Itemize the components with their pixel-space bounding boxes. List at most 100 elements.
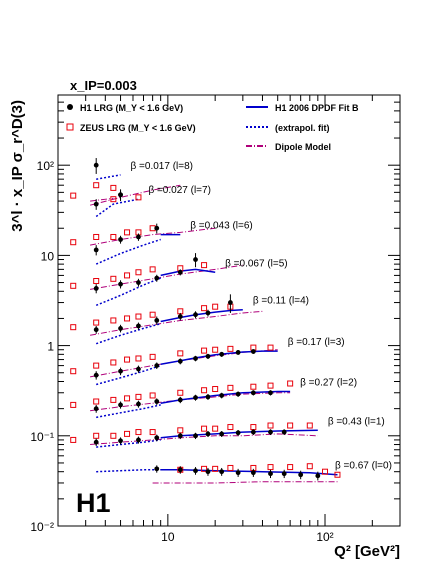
zeus-point (110, 396, 117, 403)
zeus-point (212, 346, 219, 353)
h1-point (154, 399, 160, 404)
legend-label: H1 LRG (M_Y < 1.6 GeV) (80, 103, 183, 113)
h1-point (177, 397, 183, 403)
zeus-point (267, 344, 274, 351)
fit-curve (160, 469, 338, 476)
series-label-0: β =0.67 (l=0) (335, 461, 392, 472)
zeus-point (135, 194, 142, 201)
zeus-point (70, 282, 77, 289)
h1-point (154, 225, 160, 231)
h1-point (205, 431, 211, 437)
h1-point (118, 402, 123, 408)
zeus-point (149, 266, 156, 273)
y-axis-label: 3^l · x_IP σ_r^D(3) (9, 100, 26, 232)
h1-point (205, 310, 211, 316)
legend-group: H1 LRG (M_Y < 1.6 GeV) ZEUS LRG (M_Y < 1.… (66, 103, 359, 152)
plot-frame (57, 94, 401, 527)
h1-point (154, 318, 160, 323)
fit-extrapol-curve (96, 469, 161, 473)
dipole-curve (90, 227, 216, 246)
dipole-curve (90, 349, 278, 378)
h1-point (177, 433, 183, 439)
h1-point (235, 430, 241, 436)
h1-point (118, 368, 123, 374)
dipole-curve (90, 197, 114, 202)
h1-point (136, 280, 141, 285)
h1-point (205, 394, 211, 400)
h1-point (205, 353, 211, 359)
zeus-point (110, 196, 117, 203)
h1-point (193, 395, 198, 401)
h1-point (268, 471, 273, 477)
dipole-curve (89, 184, 181, 206)
zeus-point (149, 353, 156, 360)
zeus-point (124, 356, 131, 363)
h1-point (281, 471, 287, 477)
plot-frame-group (57, 94, 401, 527)
h1-point (235, 391, 241, 397)
dipole-curve (90, 433, 318, 445)
zeus-point (124, 272, 131, 279)
h1-point (93, 372, 99, 378)
zeus-point (93, 362, 100, 369)
zeus-point (93, 278, 100, 285)
series-label-5: β =0.067 (l=5) (225, 258, 287, 269)
h1-point (205, 469, 211, 475)
zeus-point (227, 424, 234, 431)
zeus-point (70, 368, 77, 375)
series-label-1: β =0.43 (l=1) (328, 416, 385, 427)
zeus-point (93, 432, 100, 439)
x-tick-label: 10 (161, 530, 175, 544)
zeus-point (287, 380, 294, 387)
zeus-point (177, 389, 184, 396)
zeus-point (135, 429, 142, 436)
zeus-point (201, 347, 208, 354)
h1-point (118, 326, 123, 331)
zeus-point (212, 425, 219, 432)
fit-extrapol-curve (95, 277, 161, 306)
zeus-point (93, 319, 100, 326)
zeus-point (287, 422, 294, 429)
zeus-point (93, 233, 100, 240)
h1-point (136, 323, 141, 329)
zeus-point (70, 192, 77, 199)
zeus-point (70, 436, 77, 443)
h1-point (118, 281, 123, 287)
h1-point (136, 437, 141, 443)
h1-point (250, 349, 256, 354)
legend-label: Dipole Model (275, 142, 331, 152)
h1-point (219, 351, 225, 357)
zeus-point (135, 393, 142, 400)
zeus-point (250, 383, 257, 390)
h1-point (154, 435, 160, 441)
zeus-point (306, 422, 313, 429)
zeus-point (110, 317, 117, 324)
h1-point (250, 429, 256, 435)
zeus-point (267, 382, 274, 389)
h1-point (118, 192, 123, 198)
legend-label: ZEUS LRG (M_Y < 1.6 GeV) (80, 123, 196, 133)
zeus-point (334, 471, 341, 478)
y-tick-label: 10² (37, 159, 54, 173)
y-tick-label: 1 (47, 340, 54, 354)
zeus-point (287, 464, 294, 471)
zeus-point (177, 350, 184, 357)
h1-point (281, 429, 287, 435)
zeus-point (124, 395, 131, 402)
series-label-2: β =0.27 (l=2) (300, 377, 357, 388)
fit-extrapol-curve (96, 439, 161, 448)
h1-point (93, 247, 99, 253)
h1-point (136, 366, 141, 372)
h1-point (298, 472, 304, 478)
h1-point (136, 234, 141, 240)
zeus-point (149, 392, 156, 399)
zeus-point (93, 182, 100, 189)
legend-marker-h1 (67, 104, 73, 110)
h1-point (193, 468, 198, 474)
fit-extrapol-curve (95, 322, 161, 345)
zeus-point (110, 184, 117, 191)
h1-point (177, 358, 183, 364)
h1-point (219, 469, 225, 475)
